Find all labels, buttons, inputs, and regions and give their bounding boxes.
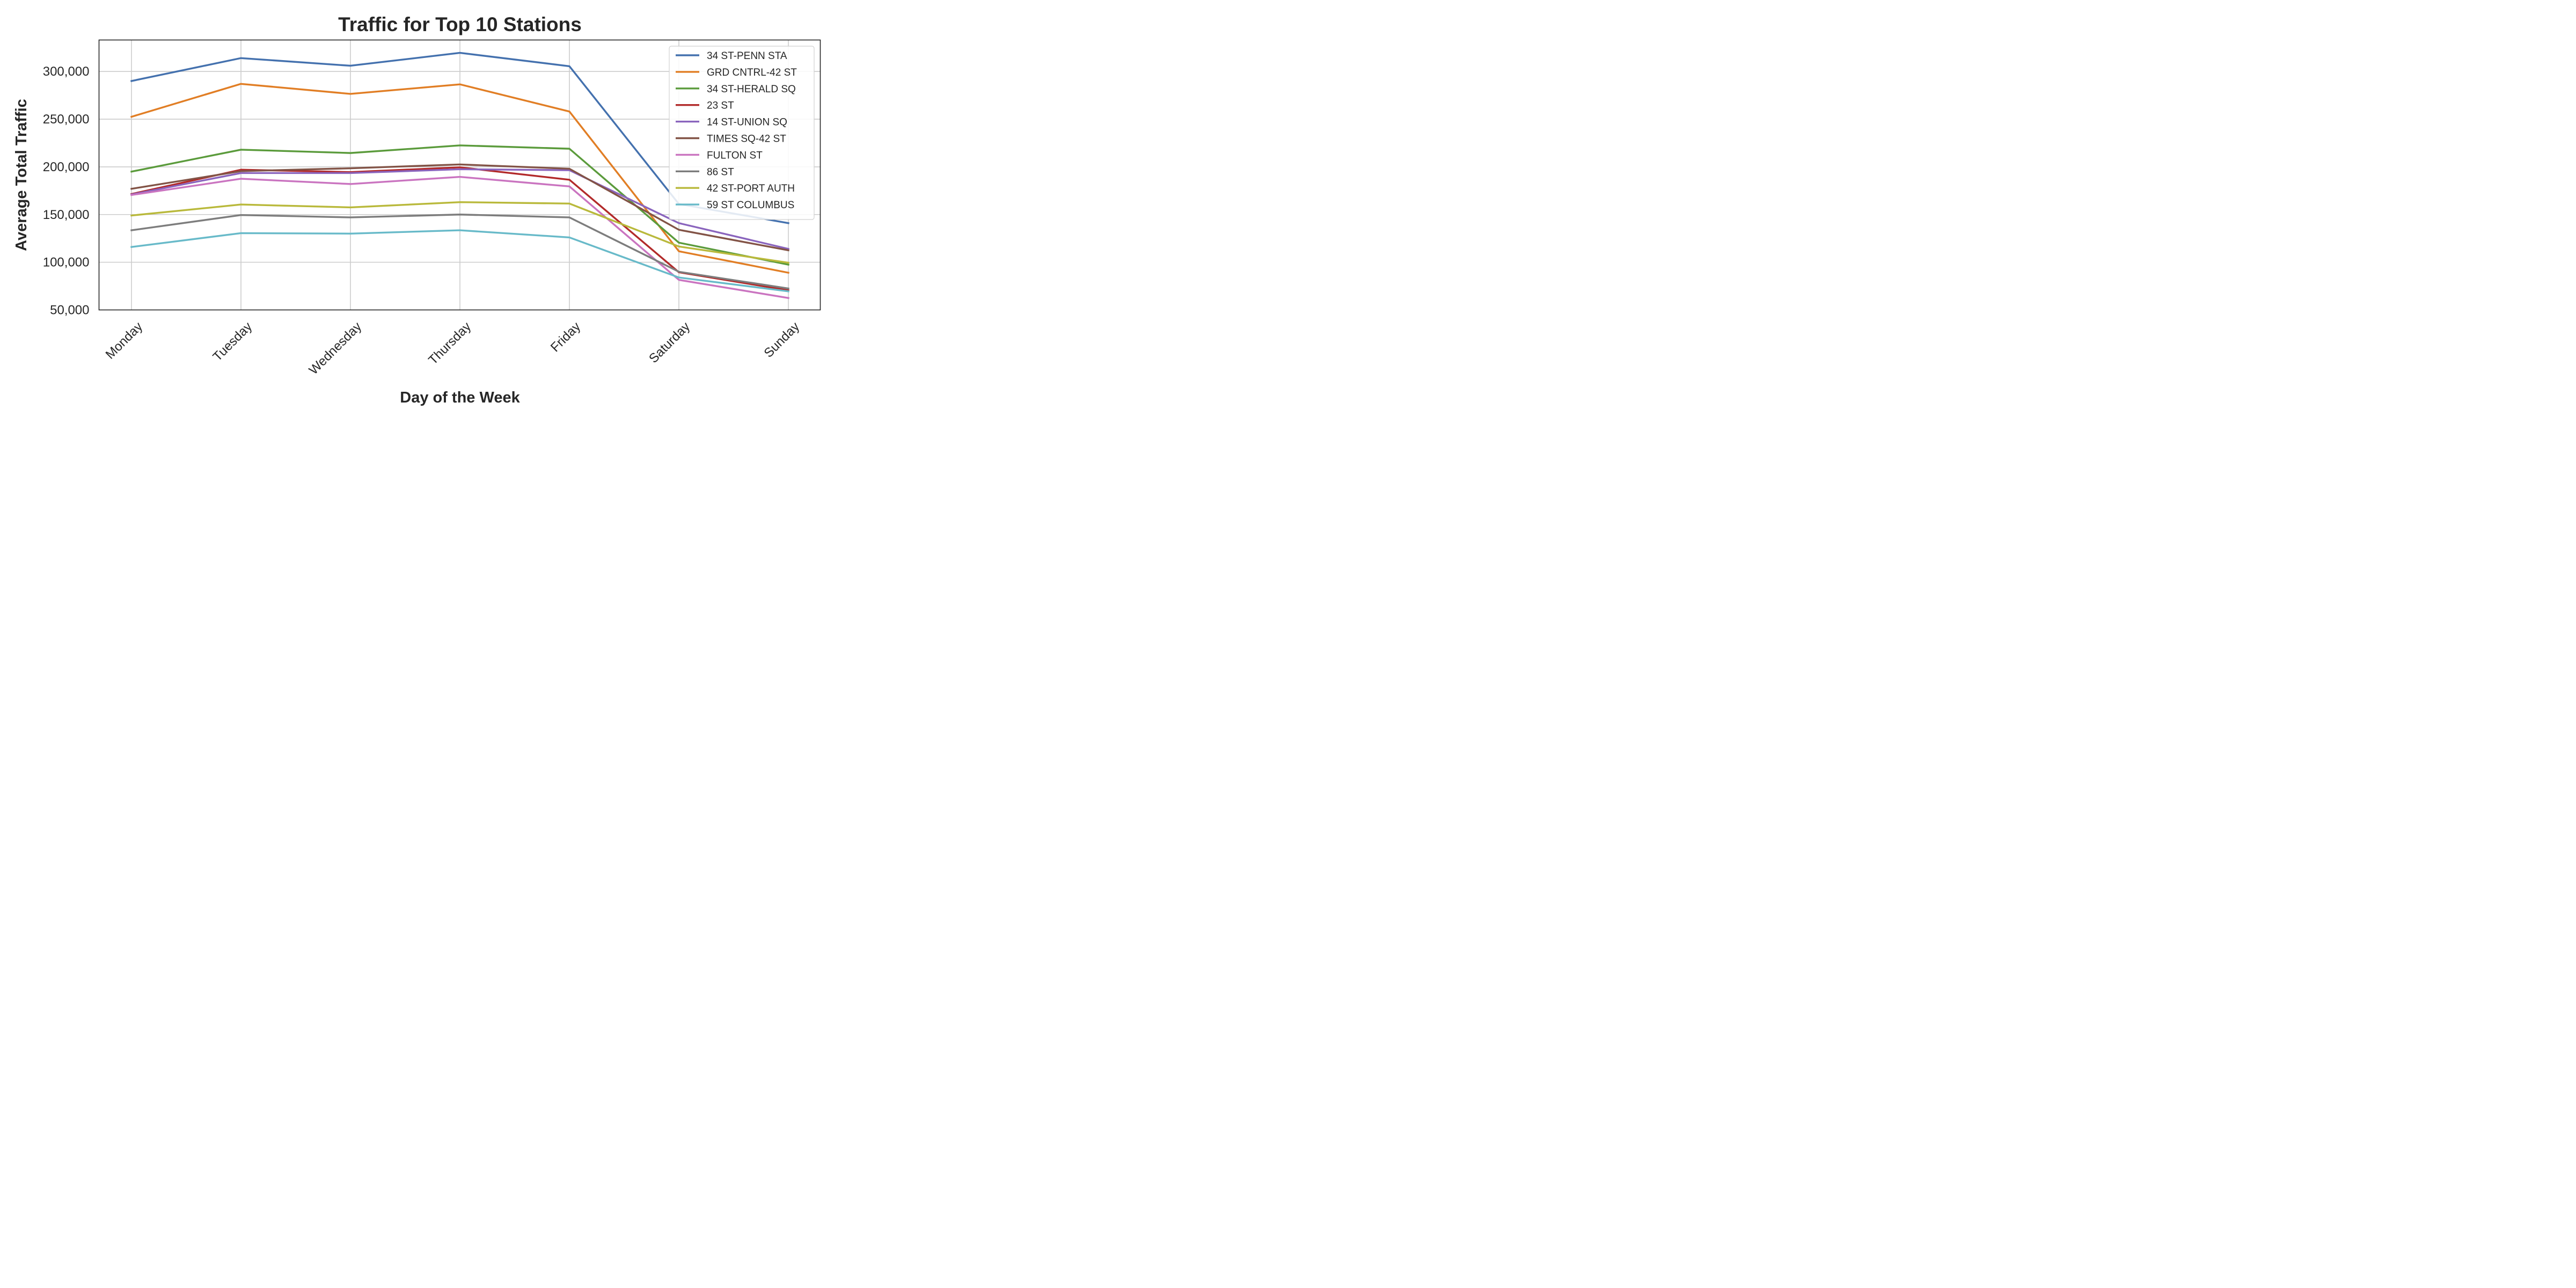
legend-label: 59 ST COLUMBUS (707, 200, 794, 211)
series-line-5 (130, 163, 789, 252)
legend: 34 ST-PENN STA GRD CNTRL-42 ST 34 ST-HERAL… (669, 46, 815, 220)
y-axis-ticks: 50,000 100,000 150,000 200,000 250,000 300,00… (43, 64, 90, 317)
legend-box (669, 46, 815, 220)
legend-label: 23 ST (707, 100, 734, 112)
y-tick-label: 50,000 (50, 303, 89, 318)
series-line-9 (130, 229, 789, 292)
series-line-4 (130, 168, 790, 250)
legend-label: 34 ST-HERALD SQ (707, 84, 796, 95)
y-axis-label: Average Total Traffic (13, 99, 30, 251)
y-tick-label: 200,000 (43, 160, 90, 174)
y-tick-label: 100,000 (43, 255, 90, 270)
x-tick-label: Wednesday (306, 319, 364, 377)
plot-frame (98, 39, 821, 311)
x-tick-label: Thursday (426, 319, 474, 368)
legend-label: GRD CNTRL-42 ST (707, 67, 797, 78)
legend-label: FULTON ST (707, 150, 763, 161)
legend-label: 42 ST-PORT AUTH (707, 183, 795, 194)
x-tick-label: Friday (548, 319, 583, 355)
x-tick-label: Saturday (646, 319, 693, 366)
legend-label: 34 ST-PENN STA (707, 50, 787, 62)
line-chart: Traffic for Top 10 Stations 50,000 100,00… (13, 13, 821, 406)
chart-container: Traffic for Top 10 Stations 50,000 100,00… (0, 0, 830, 415)
series-line-2 (130, 144, 790, 266)
chart-title: Traffic for Top 10 Stations (338, 13, 582, 35)
series-line-1 (130, 83, 789, 274)
x-axis-label: Day of the Week (400, 389, 520, 406)
y-tick-label: 300,000 (43, 64, 90, 79)
series-line-6 (130, 175, 789, 299)
x-axis-ticks: Monday Tuesday Wednesday Thursday Friday Satu… (103, 319, 802, 377)
x-tick-label: Sunday (761, 319, 802, 361)
legend-label: 14 ST-UNION SQ (707, 117, 787, 128)
legend-label: TIMES SQ-42 ST (707, 134, 786, 145)
y-tick-label: 250,000 (43, 112, 90, 127)
legend-label: 86 ST (707, 166, 734, 178)
series-line-7 (130, 214, 789, 290)
series-line-8 (130, 201, 789, 264)
y-tick-label: 150,000 (43, 208, 90, 222)
x-tick-label: Tuesday (210, 319, 255, 364)
x-tick-label: Monday (103, 319, 145, 362)
